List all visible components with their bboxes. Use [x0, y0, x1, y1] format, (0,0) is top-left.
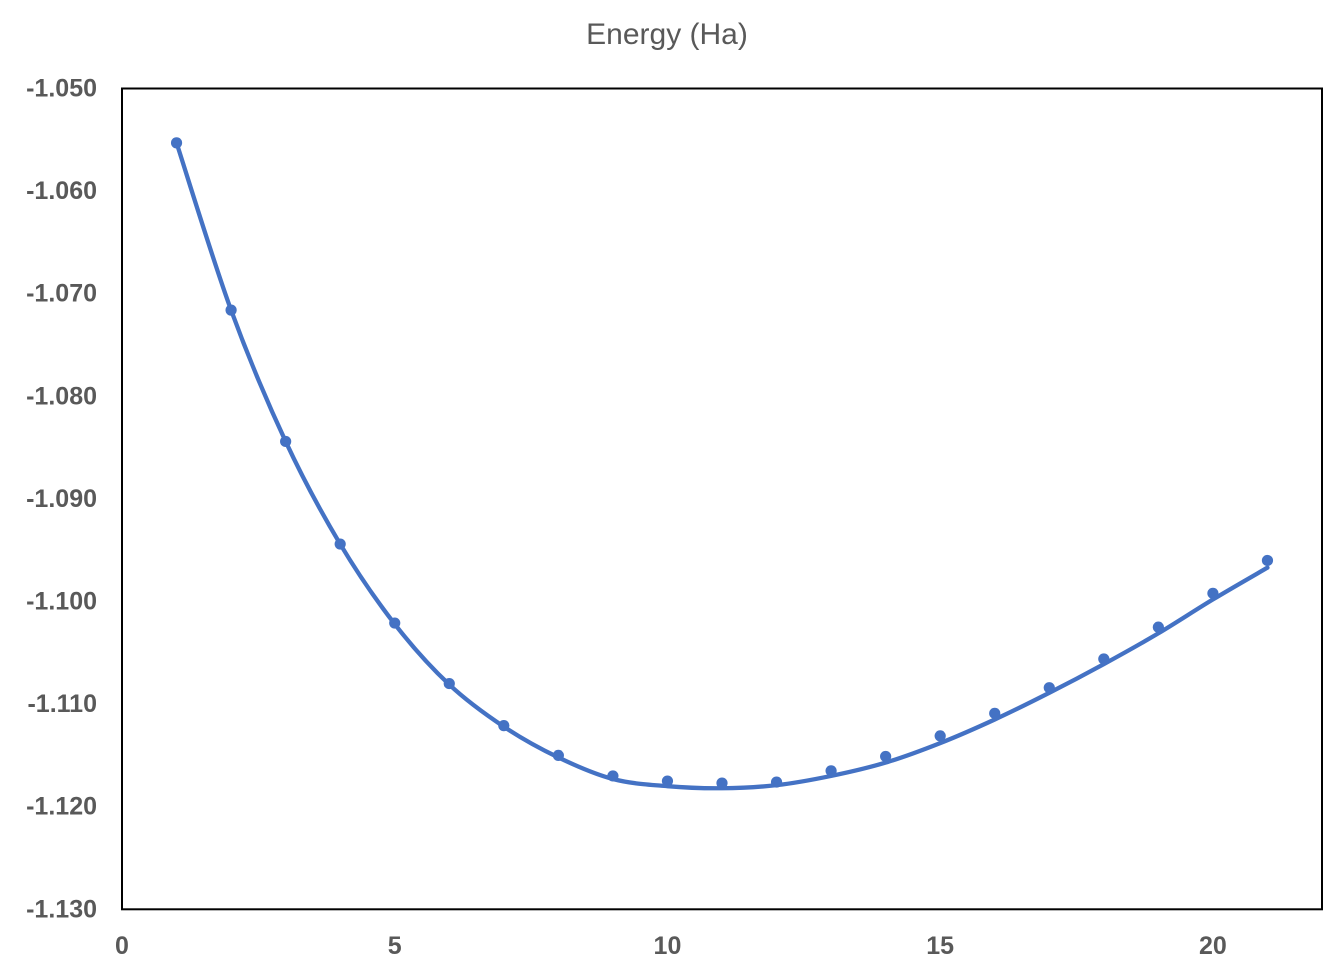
y-axis-tick-label: -1.060 [26, 177, 97, 205]
data-point-marker [770, 776, 783, 788]
x-axis-tick-label: 0 [115, 932, 129, 960]
data-point-marker [989, 707, 1001, 719]
data-point-marker [607, 770, 619, 782]
data-point-marker [880, 750, 892, 763]
data-point-marker [1043, 682, 1055, 694]
data-point-marker [389, 617, 401, 629]
plot-border [121, 87, 1323, 911]
data-point-marker [661, 775, 674, 787]
y-axis-tick-label: -1.100 [26, 588, 97, 616]
data-point-marker [934, 730, 946, 742]
y-axis-tick-label: -1.070 [26, 280, 97, 308]
data-point-marker [1098, 653, 1110, 665]
x-axis-tick-label: 5 [388, 932, 402, 960]
data-point-marker [1152, 621, 1164, 633]
y-axis-tick-label: -1.050 [26, 75, 97, 103]
x-axis-tick-label: 10 [654, 932, 682, 960]
data-point-marker [280, 435, 292, 448]
data-point-marker [825, 765, 837, 777]
series-fitted-curve [174, 140, 1270, 791]
y-axis-tick-label: -1.130 [26, 895, 97, 923]
data-point-marker [1261, 554, 1274, 567]
chart-title: Energy (Ha) [586, 18, 748, 51]
data-point-marker [334, 538, 346, 550]
data-point-marker [498, 720, 510, 732]
data-point-marker [225, 304, 237, 316]
y-axis-tick-label: -1.110 [27, 690, 97, 718]
data-point-marker [552, 749, 564, 762]
data-point-marker [1207, 587, 1219, 599]
x-axis-tick-label: 15 [926, 932, 954, 960]
data-point-marker [170, 137, 183, 149]
x-axis-tick-label: 20 [1199, 932, 1227, 960]
y-axis-tick-label: -1.080 [26, 382, 97, 410]
data-point-marker [716, 777, 728, 789]
y-axis-tick-label: -1.120 [26, 793, 97, 821]
y-axis-tick-label: -1.090 [26, 485, 97, 513]
data-point-marker [443, 677, 455, 690]
